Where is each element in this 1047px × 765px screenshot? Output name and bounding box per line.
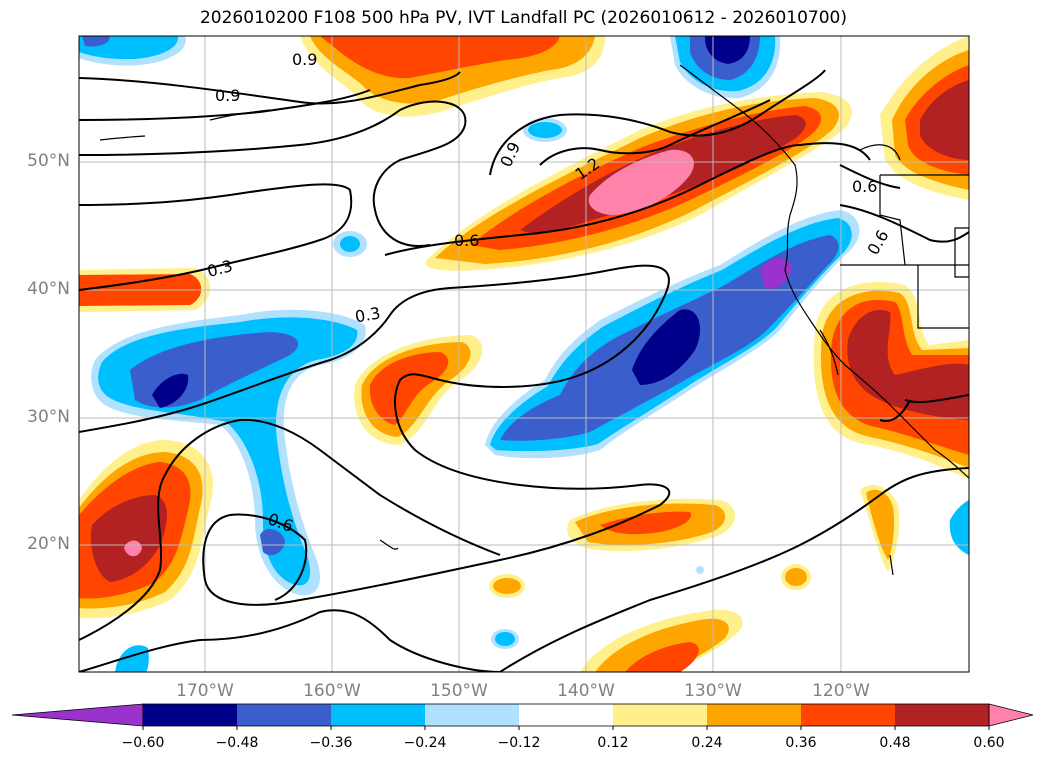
lon-label-150w: 150°W: [430, 681, 488, 701]
colorbar-segment: [895, 704, 990, 726]
colorbar-segment: [143, 704, 238, 726]
colorbar-tick-label: 0.12: [597, 735, 629, 751]
contour-label: 0.9: [292, 50, 317, 69]
map-border: [78, 35, 970, 673]
positive-anomaly-subtropical: [567, 498, 735, 552]
colorbar-segment: [425, 704, 520, 726]
colorbar-segment: [237, 704, 332, 726]
colorbar-under-triangle: [11, 703, 144, 727]
colorbar-tick-label: 0.48: [879, 735, 911, 751]
contour-label: 0.9: [215, 86, 240, 105]
colorbar-tick-label: −0.12: [497, 735, 541, 751]
colorbar-border: [142, 703, 990, 727]
map-gridlines: [79, 36, 969, 672]
negative-anomaly-west: [91, 309, 366, 596]
contour-label: 0.6: [852, 177, 877, 196]
lat-label-20n: 20°N: [27, 534, 70, 554]
positive-anomaly-south: [580, 609, 743, 672]
colorbar-segment: [801, 704, 896, 726]
negative-anomaly-north: [670, 36, 781, 99]
colorbar-tick-label: −0.60: [121, 735, 165, 751]
contour-label: 0.6: [454, 231, 479, 250]
colorbar-segment: [519, 704, 614, 726]
colorbar-tick-label: 0.60: [973, 735, 1005, 751]
colorbar-segment: [707, 704, 802, 726]
lat-label-30n: 30°N: [27, 407, 70, 427]
positive-anomaly-small: [489, 485, 900, 598]
lon-label-160w: 160°W: [303, 681, 361, 701]
positive-anomaly-southwest: [79, 440, 213, 619]
negative-anomaly-center: [485, 210, 860, 459]
map-title: 2026010200 F108 500 hPa PV, IVT Landfall…: [199, 8, 847, 28]
colorbar-tick-label: 0.24: [691, 735, 723, 751]
colorbar-tick-label: −0.36: [309, 735, 353, 751]
lon-label-170w: 170°W: [176, 681, 234, 701]
map-plot-area: 0.9 0.9 0.9 1.2 0.6 0.6 0.6 0.3 0.3 0.6: [79, 36, 969, 672]
positive-anomaly-northeast: [880, 36, 969, 200]
negative-anomaly-northwest: [79, 36, 186, 66]
lon-label-120w: 120°W: [812, 681, 870, 701]
coastlines: [99, 64, 969, 576]
positive-anomaly-california: [813, 282, 969, 480]
colorbar-tick-label: 0.36: [785, 735, 817, 751]
colorbar-segment: [331, 704, 426, 726]
colorbar-tick-label: −0.48: [215, 735, 259, 751]
colorbar-segment: [613, 704, 708, 726]
lat-label-40n: 40°N: [27, 279, 70, 299]
lon-label-130w: 130°W: [684, 681, 742, 701]
lon-label-140w: 140°W: [557, 681, 615, 701]
negative-anomaly-small: [115, 118, 969, 672]
colorbar-over-triangle: [988, 703, 1034, 727]
colorbar-tick-label: −0.24: [403, 735, 447, 751]
colorbar: [11, 703, 1034, 730]
lat-label-50n: 50°N: [27, 151, 70, 171]
contour-lines: [79, 69, 969, 672]
contour-label: 0.3: [353, 303, 381, 326]
positive-anomaly-north: [425, 92, 852, 271]
